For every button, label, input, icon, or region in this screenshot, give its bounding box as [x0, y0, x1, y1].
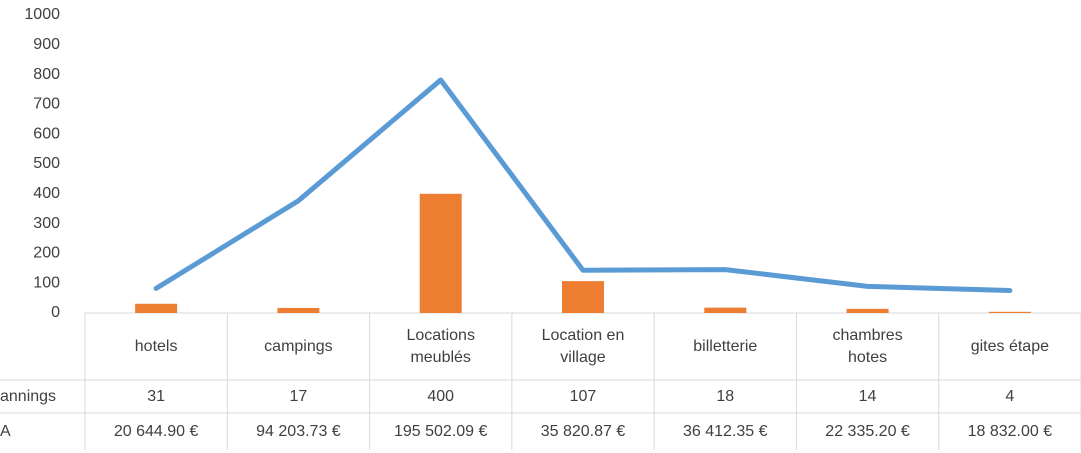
table-value: 18 832.00 €	[939, 413, 1081, 450]
bar	[704, 307, 747, 313]
table-value-text: 17	[289, 387, 308, 405]
category-label: gites étape	[939, 313, 1081, 380]
category-label: Location en village	[512, 313, 654, 380]
table-value-text: 20 644.90 €	[113, 422, 199, 440]
category-label-text: Locations meublés	[406, 326, 475, 366]
table-value-text: 35 820.87 €	[540, 422, 626, 440]
bar	[562, 281, 604, 313]
table-value-text: 36 412.35 €	[683, 422, 768, 440]
bar	[277, 307, 320, 313]
bar	[135, 303, 178, 313]
table-value: 400	[370, 380, 512, 413]
y-tick-label: 1000	[24, 6, 60, 23]
y-tick-label: 900	[33, 36, 60, 53]
y-tick-label: 500	[33, 155, 60, 172]
category-label: chambres hotes	[796, 313, 938, 380]
legend-label: annings	[0, 380, 56, 413]
table-value: 17	[227, 380, 369, 413]
y-tick-label: 400	[33, 185, 60, 202]
bar	[988, 311, 1031, 313]
table-value: 36 412.35 €	[654, 413, 796, 450]
table-value-text: 107	[569, 387, 597, 405]
category-label-text: campings	[264, 337, 333, 355]
table-value: 22 335.20 €	[796, 413, 938, 450]
table-value: 107	[512, 380, 654, 413]
category-label: Locations meublés	[370, 313, 512, 380]
legend-label-text: A	[0, 422, 11, 440]
table-value: 14	[796, 380, 938, 413]
table-value-text: 18 832.00 €	[967, 422, 1053, 440]
y-tick-label: 600	[33, 125, 60, 142]
table-value: 35 820.87 €	[512, 413, 654, 450]
y-tick-label: 200	[33, 245, 60, 262]
table-value: 31	[85, 380, 227, 413]
category-label-text: billetterie	[693, 337, 758, 355]
line	[153, 77, 1013, 294]
category-label: billetterie	[654, 313, 796, 380]
table-value-text: 14	[858, 387, 877, 405]
legend-label: A	[0, 413, 11, 450]
table-value: 18	[654, 380, 796, 413]
category-label: campings	[227, 313, 369, 380]
category-label-text: chambres hotes	[832, 326, 903, 366]
category-label-text: gites étape	[970, 337, 1049, 355]
category-label-text: Location en village	[541, 326, 625, 366]
table-value-text: 94 203.73 €	[256, 422, 341, 440]
y-tick-label: 700	[33, 96, 60, 113]
table-value-text: 195 502.09 €	[393, 422, 488, 440]
bar	[419, 193, 462, 313]
table-value-text: 18	[716, 387, 735, 405]
legend-label-text: annings	[0, 387, 57, 405]
y-tick-label: 300	[33, 215, 60, 232]
category-label-text: hotels	[134, 337, 178, 355]
y-tick-label: 100	[33, 274, 60, 291]
table-value: 20 644.90 €	[85, 413, 227, 450]
table-value-text: 22 335.20 €	[825, 422, 910, 440]
bar	[846, 308, 889, 313]
category-label: hotels	[85, 313, 227, 380]
table-value-text: 400	[427, 387, 455, 405]
table-value: 94 203.73 €	[227, 413, 369, 450]
table-value: 4	[939, 380, 1081, 413]
y-tick-label: 0	[51, 304, 60, 321]
table-value-text: 31	[147, 387, 166, 405]
table-value-text: 4	[1005, 387, 1015, 405]
y-tick-label: 800	[33, 66, 60, 83]
table-value: 195 502.09 €	[370, 413, 512, 450]
